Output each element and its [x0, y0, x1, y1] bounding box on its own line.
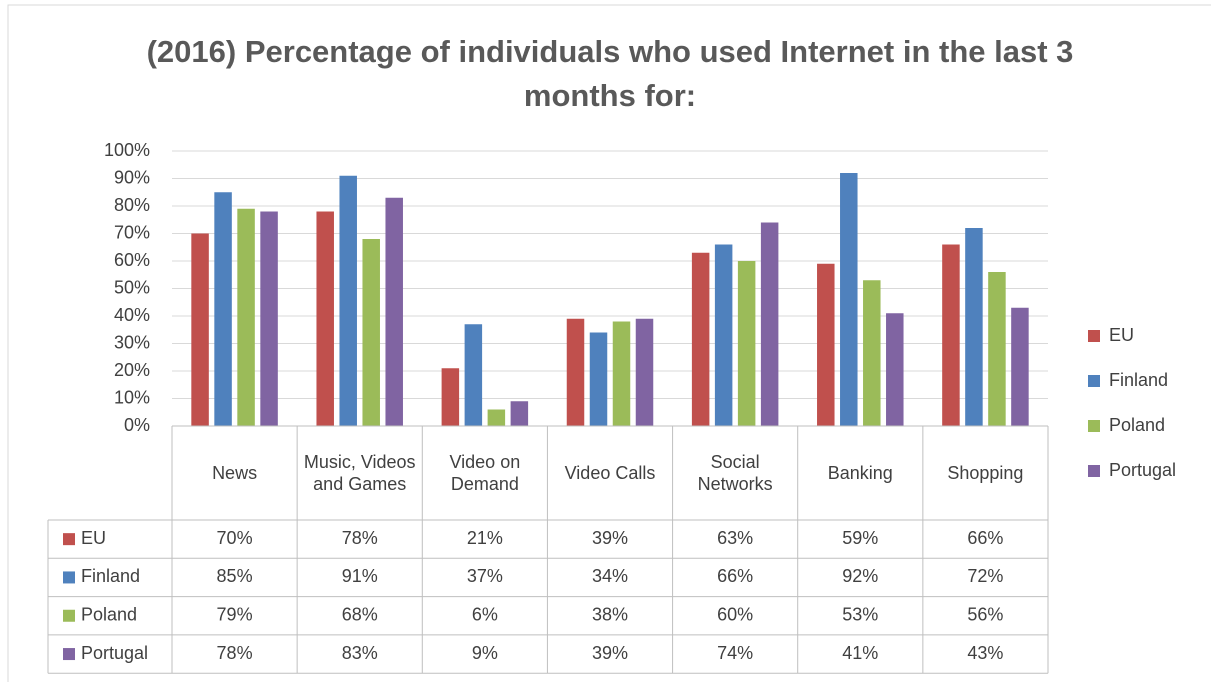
x-tick-label: Social Networks: [697, 452, 773, 494]
bar: [942, 244, 960, 426]
bar: [510, 401, 529, 426]
table-cell: 78%: [217, 643, 253, 663]
table-cell: 56%: [967, 605, 1003, 625]
legend-key: [1088, 420, 1100, 432]
table-cell: 59%: [842, 528, 878, 548]
y-tick-label: 60%: [114, 250, 150, 270]
bar: [965, 228, 983, 426]
bar: [237, 208, 255, 426]
bar: [191, 233, 209, 426]
table-legend-key: [63, 571, 75, 584]
bar: [635, 318, 654, 426]
bar: [385, 197, 403, 426]
chart-border: [7, 4, 1211, 682]
bar: [817, 263, 835, 426]
table-cell: 39%: [592, 643, 628, 663]
table-legend-key: [63, 609, 75, 622]
x-tick-label: Video Calls: [564, 463, 656, 483]
bar: [1011, 307, 1029, 426]
table-cell: 66%: [967, 528, 1003, 548]
table-cell: 9%: [472, 643, 498, 663]
y-tick-label: 80%: [114, 195, 150, 215]
table-row-label: Portugal: [81, 643, 148, 663]
bar: [362, 239, 380, 426]
bar: [464, 324, 483, 426]
table-cell: 92%: [842, 566, 878, 586]
table-cell: 74%: [717, 643, 753, 663]
legend-label: Portugal: [1109, 460, 1176, 480]
legend-key: [1088, 375, 1100, 387]
y-tick-label: 0%: [124, 415, 150, 435]
legend-label: Finland: [1109, 370, 1168, 390]
bar: [714, 244, 733, 426]
bar: [339, 175, 357, 426]
bar: [760, 222, 779, 426]
bar: [316, 211, 334, 426]
table-cell: 91%: [342, 566, 378, 586]
bar: [260, 211, 278, 426]
y-tick-label: 100%: [104, 140, 150, 160]
bar: [589, 332, 608, 426]
table-cell: 21%: [467, 528, 503, 548]
table-cell: 34%: [592, 566, 628, 586]
x-tick-label: Banking: [827, 463, 893, 483]
table-row-label: Finland: [81, 566, 140, 586]
y-tick-label: 10%: [114, 387, 150, 407]
table-cell: 70%: [217, 528, 253, 548]
table-cell: 78%: [342, 528, 378, 548]
bar: [886, 313, 904, 426]
bar: [487, 409, 506, 426]
table-cell: 63%: [717, 528, 753, 548]
y-tick-label: 50%: [114, 277, 150, 297]
y-tick-label: 40%: [114, 305, 150, 325]
legend-label: EU: [1109, 325, 1134, 345]
bar: [737, 261, 756, 426]
table-legend-key: [63, 533, 75, 546]
table-cell: 72%: [967, 566, 1003, 586]
chart-title: (2016) Percentage of individuals who use…: [146, 34, 1074, 113]
bar: [691, 252, 710, 426]
x-tick-label: Shopping: [947, 463, 1024, 483]
x-tick-label: News: [212, 463, 258, 483]
table-cell: 53%: [842, 605, 878, 625]
table-cell: 83%: [342, 643, 378, 663]
bar: [863, 280, 881, 426]
table-cell: 68%: [342, 605, 378, 625]
table-cell: 39%: [592, 528, 628, 548]
bar: [566, 318, 585, 426]
table-row-label: Poland: [81, 605, 137, 625]
y-tick-label: 70%: [114, 222, 150, 242]
y-tick-label: 90%: [114, 167, 150, 187]
bar: [441, 368, 460, 426]
table-row-label: EU: [81, 528, 106, 548]
legend-key: [1088, 330, 1100, 342]
table-cell: 37%: [467, 566, 503, 586]
table-cell: 43%: [967, 643, 1003, 663]
legend-key: [1088, 465, 1100, 477]
y-tick-label: 30%: [114, 332, 150, 352]
table-legend-key: [63, 648, 75, 661]
table-cell: 60%: [717, 605, 753, 625]
y-tick-label: 20%: [114, 360, 150, 380]
table-cell: 41%: [842, 643, 878, 663]
table-cell: 85%: [217, 566, 253, 586]
x-tick-label: Video on Demand: [449, 452, 521, 494]
bar: [840, 173, 858, 426]
table-cell: 79%: [217, 605, 253, 625]
bar: [612, 321, 631, 426]
bar: [988, 272, 1006, 426]
table-cell: 6%: [472, 605, 498, 625]
table-cell: 38%: [592, 605, 628, 625]
x-tick-label: Music, Videos and Games: [303, 452, 416, 494]
table-cell: 66%: [717, 566, 753, 586]
bar: [214, 192, 232, 426]
legend-label: Poland: [1109, 415, 1165, 435]
